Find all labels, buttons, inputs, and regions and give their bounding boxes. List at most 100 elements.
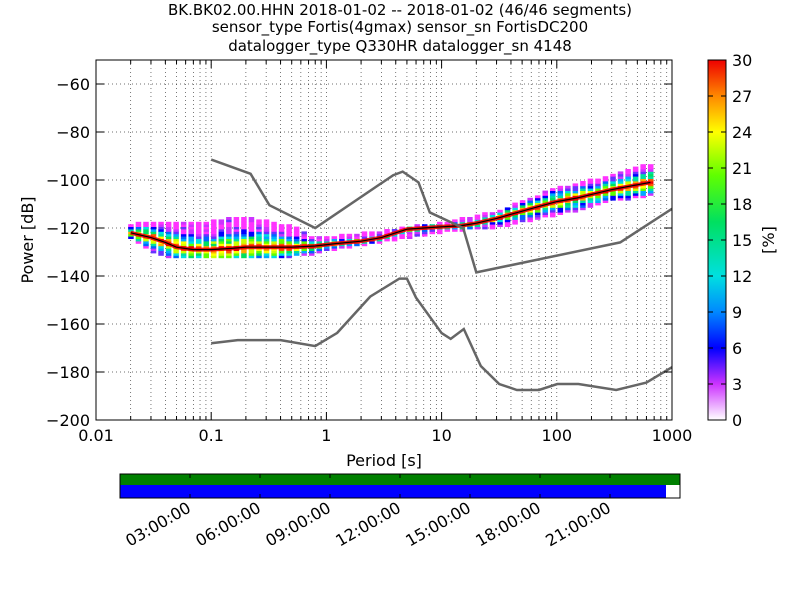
psd-cell	[339, 238, 345, 242]
psd-cell	[180, 231, 187, 235]
psd-cell	[587, 195, 594, 199]
y-tick-label: −200	[46, 411, 90, 430]
psd-cell	[414, 224, 420, 227]
psd-cell	[565, 193, 571, 196]
psd-cell	[580, 207, 586, 211]
psd-cell	[158, 253, 164, 256]
psd-cell	[542, 214, 548, 218]
psd-cell	[346, 238, 353, 242]
psd-cell	[226, 233, 232, 237]
psd-cell	[301, 248, 307, 251]
psd-cell	[504, 209, 511, 213]
psd-cell	[617, 173, 624, 177]
psd-cell	[602, 176, 609, 179]
psd-cell	[263, 224, 270, 227]
psd-cell	[233, 236, 240, 239]
psd-cell	[640, 193, 646, 196]
psd-cell	[286, 233, 292, 237]
psd-cell	[195, 245, 202, 249]
psd-cell	[271, 231, 277, 235]
psd-cell	[278, 229, 285, 232]
psd-cell	[165, 245, 172, 249]
psd-cell	[218, 233, 225, 237]
psd-cell	[534, 200, 541, 203]
psd-cell	[203, 245, 210, 249]
psd-cell	[504, 217, 511, 220]
psd-cell	[256, 224, 262, 227]
psd-cell	[542, 193, 548, 196]
x-tick-label: 1	[321, 426, 331, 445]
psd-cell	[158, 236, 164, 239]
psd-cell	[369, 233, 375, 237]
psd-cell	[188, 241, 194, 244]
psd-cell	[165, 229, 172, 232]
psd-cell	[489, 224, 496, 227]
psd-cell	[165, 238, 172, 242]
psd-cell	[550, 188, 556, 191]
psd-cell	[384, 231, 390, 235]
psd-cell	[226, 255, 232, 259]
psd-cell	[226, 221, 232, 225]
psd-cell	[587, 185, 594, 189]
psd-cell	[647, 185, 654, 189]
psd-cell	[625, 195, 631, 199]
psd-cell	[286, 248, 292, 251]
psd-cell	[384, 238, 390, 242]
psd-cell	[534, 212, 541, 215]
psd-cell	[211, 221, 217, 225]
psd-cell	[617, 197, 624, 201]
psd-cell	[180, 250, 187, 254]
psd-cell	[489, 226, 496, 230]
psd-cell	[617, 176, 624, 179]
psd-cell	[241, 238, 247, 242]
psd-cell	[482, 226, 488, 230]
psd-cell	[640, 171, 646, 175]
psd-cell	[293, 243, 300, 247]
psd-cell	[293, 233, 300, 237]
psd-cell	[647, 190, 654, 194]
psd-cell	[241, 221, 247, 225]
psd-cell	[143, 229, 149, 232]
psd-cell	[248, 224, 255, 227]
x-tick-label: 0.01	[78, 426, 114, 445]
psd-cell	[211, 253, 217, 256]
psd-cell	[165, 255, 172, 259]
psd-cell	[301, 236, 307, 239]
psd-cell	[565, 190, 571, 194]
psd-cell	[610, 173, 616, 177]
psd-cell	[421, 224, 428, 227]
psd-cell	[580, 183, 586, 187]
psd-cell	[301, 250, 307, 254]
psd-cell	[625, 178, 631, 182]
psd-cell	[625, 188, 631, 191]
psd-cell	[128, 224, 134, 227]
psd-cell	[602, 185, 609, 189]
psd-cell	[489, 214, 496, 218]
psd-cell	[278, 236, 285, 239]
psd-cell	[399, 233, 405, 237]
psd-cell	[414, 233, 420, 237]
psd-cell	[165, 221, 172, 225]
psd-cell	[414, 231, 420, 235]
psd-cell	[346, 243, 353, 247]
psd-cell	[316, 241, 323, 244]
psd-cell	[489, 221, 496, 225]
colorbar-tick-label: 24	[732, 123, 752, 142]
psd-cell	[572, 185, 579, 189]
psd-cell	[316, 238, 323, 242]
psd-cell	[617, 178, 624, 182]
psd-cell	[165, 248, 172, 251]
psd-cell	[632, 185, 639, 189]
timeline-tick-label: 21:00:00	[542, 498, 614, 550]
psd-cell	[180, 229, 187, 232]
psd-cell	[293, 248, 300, 251]
psd-cell	[339, 233, 345, 237]
psd-cell	[158, 245, 164, 249]
psd-cell	[459, 229, 466, 232]
psd-cell	[324, 241, 330, 244]
colorbar-tick-label: 3	[732, 375, 742, 394]
psd-cell	[278, 255, 285, 259]
colorbar-tick-label: 30	[732, 51, 752, 70]
psd-cell	[233, 224, 240, 227]
psd-cell	[278, 226, 285, 230]
